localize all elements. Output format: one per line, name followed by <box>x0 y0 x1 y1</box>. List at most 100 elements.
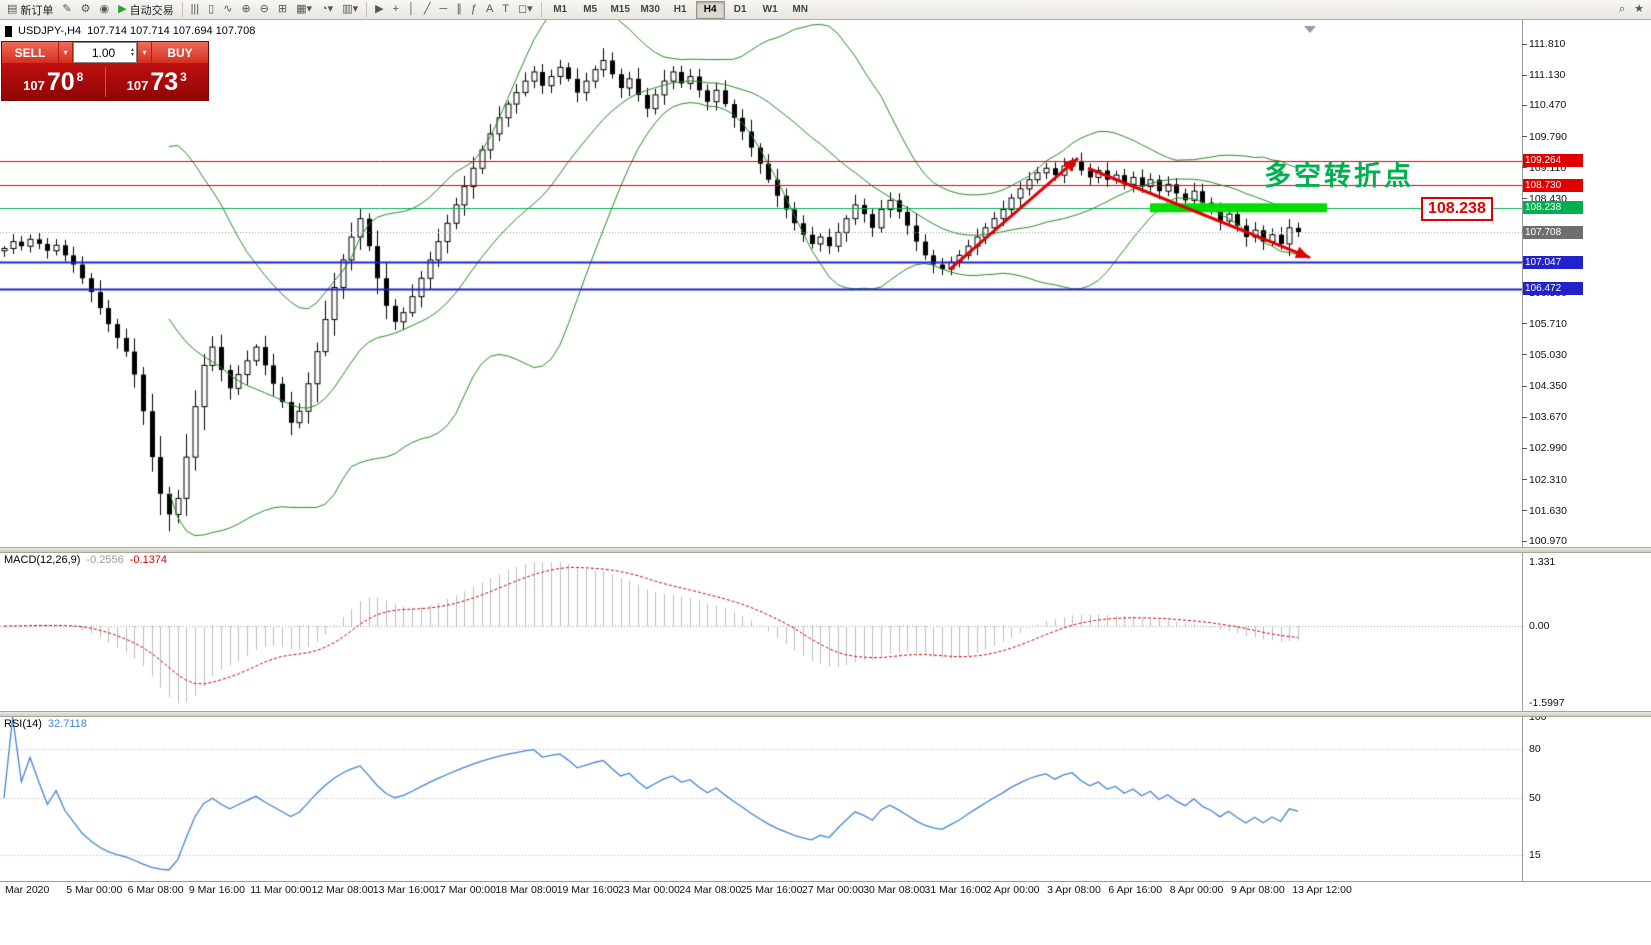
price-scale-label: 109.790 <box>1529 130 1567 143</box>
fibonacci-icon: ƒ <box>470 3 477 15</box>
horizontal-line-icon[interactable]: ─ <box>436 0 452 19</box>
period-dropdown[interactable]: ◔▾ <box>317 0 337 19</box>
trendline-icon[interactable]: ╱ <box>420 0 435 19</box>
rsi-indicator-pane[interactable] <box>0 716 1522 880</box>
rsi-value: 32.7118 <box>47 718 87 730</box>
price-tick <box>1522 104 1527 106</box>
fibonacci-icon[interactable]: ƒ <box>467 0 481 19</box>
sell-price[interactable]: 107 70 8 <box>2 67 105 97</box>
new-order-icon: ▤ <box>7 3 18 15</box>
zoom-out-icon[interactable]: ⊖ <box>256 0 273 19</box>
new-chart-icon: ▦▾ <box>296 3 313 15</box>
timeframe-m15-button[interactable]: M15 <box>610 4 630 15</box>
quote-overlay: USDJPY-,H4 107.714 107.714 107.694 107.7… <box>5 25 255 37</box>
volume-value: 1.00 <box>91 45 116 60</box>
price-scale-label: 111.810 <box>1529 38 1566 50</box>
time-axis-label: 17 Mar 00:00 <box>434 884 496 896</box>
timeframe-h4-button[interactable]: H4 <box>695 0 725 19</box>
macd-pane-label: MACD(12,26,9) -0.2556 -0.1374 <box>4 554 167 566</box>
time-axis-label: 3 Apr 08:00 <box>1047 884 1101 896</box>
price-tick <box>1522 136 1527 138</box>
zoom-in-icon[interactable]: ⊕ <box>237 0 254 19</box>
toolbar-divider <box>181 2 183 17</box>
sell-dropdown[interactable]: ▾ <box>58 42 73 63</box>
price-tick <box>1522 510 1527 512</box>
chevron-down-icon: ▾ <box>63 48 68 57</box>
line-chart-icon[interactable]: ∿ <box>219 0 236 19</box>
template-dropdown[interactable]: ▥▾ <box>338 0 362 19</box>
sell-price-sup: 8 <box>76 69 84 84</box>
buy-price[interactable]: 107 73 3 <box>104 66 209 97</box>
crosshair-icon: + <box>392 3 400 15</box>
price-level-tag-current: 107.708 <box>1523 225 1583 239</box>
one-click-trading-panel: SELL ▾ 1.00 ▴ ▾ ▾ BUY 107 70 8 107 73 3 <box>1 41 209 101</box>
time-axis-label: 6 Mar 08:00 <box>127 884 184 896</box>
price-scale-label: 110.470 <box>1529 99 1567 112</box>
community-icon: ◉ <box>99 3 110 15</box>
time-axis-label: 5 Mar 00:00 <box>66 884 123 896</box>
price-tick <box>1522 323 1527 325</box>
tile-windows-icon[interactable]: ⊞ <box>274 0 291 19</box>
timeframe-d1-button[interactable]: D1 <box>733 4 747 15</box>
rsi-scale-label: 80 <box>1529 743 1541 756</box>
pane-separator[interactable] <box>0 547 1651 553</box>
search-icon[interactable]: ⌕ <box>1615 0 1629 19</box>
pane-separator[interactable] <box>0 711 1651 717</box>
time-axis-label: 18 Mar 08:00 <box>495 884 558 896</box>
price-scale-label: 102.990 <box>1529 442 1567 455</box>
timeframe-w1-button[interactable]: W1 <box>762 4 778 15</box>
text-icon[interactable]: A <box>482 0 497 19</box>
volume-field[interactable]: 1.00 ▴ ▾ <box>73 42 137 63</box>
vertical-line-icon[interactable]: │ <box>404 0 419 19</box>
time-axis-label: Mar 2020 <box>5 884 50 896</box>
price-scale-separator <box>1522 20 1523 881</box>
price-tag-annotation: 108.238 <box>1421 197 1493 221</box>
shapes-dropdown[interactable]: ◻▾ <box>514 0 537 19</box>
sell-button[interactable]: SELL <box>2 42 58 63</box>
buy-dropdown[interactable]: ▾ <box>137 42 152 63</box>
toolbar: ▤ 新订单 ✎ ⚙ ◉ ▶ 自动交易 ||| ▯ ∿ ⊕ ⊖ ⊞ ▦▾ ◔▾ ▥▾ ▶ + │ ╱ ─ ∥ ƒ A T ◻▾ M1 M… <box>0 0 1651 20</box>
buy-button[interactable]: BUY <box>152 42 208 63</box>
price-tick <box>1522 385 1527 387</box>
price-tick <box>1522 43 1527 45</box>
crosshair-icon[interactable]: + <box>389 0 403 19</box>
time-axis-label: 25 Mar 16:00 <box>740 884 803 896</box>
favorites-icon[interactable]: ★ <box>1630 0 1648 19</box>
main-price-chart[interactable] <box>0 20 1522 548</box>
timeframe-mn-button[interactable]: MN <box>792 4 808 15</box>
bar-chart-icon[interactable]: ||| <box>187 0 204 19</box>
price-level-tag-blue: 107.047 <box>1523 255 1583 269</box>
new-order-button[interactable]: ▤ 新订单 <box>3 0 57 19</box>
volume-down-button[interactable]: ▾ <box>130 51 134 58</box>
community-icon[interactable]: ◉ <box>96 0 114 19</box>
options-icon[interactable]: ⚙ <box>77 0 95 19</box>
price-scale-label: 111.130 <box>1529 69 1566 82</box>
macd-scale-label: 1.331 <box>1529 556 1556 568</box>
favorites-icon: ★ <box>1634 3 1644 15</box>
timeframe-m30-button[interactable]: M30 <box>640 4 660 15</box>
time-axis-label: 13 Apr 12:00 <box>1292 884 1352 896</box>
cursor-icon[interactable]: ▶ <box>371 0 387 19</box>
candlestick-chart-icon[interactable]: ▯ <box>204 0 218 19</box>
macd-name: MACD(12,26,9) <box>4 554 81 566</box>
price-scale-label: 102.310 <box>1529 473 1567 486</box>
price-scale-label: 100.970 <box>1529 535 1567 547</box>
price-tick <box>1522 479 1527 481</box>
timeframe-h1-button[interactable]: H1 <box>673 4 687 15</box>
timeframe-m1-button[interactable]: M1 <box>553 4 568 15</box>
new-chart-dropdown[interactable]: ▦▾ <box>292 0 316 19</box>
timeframe-m5-button[interactable]: M5 <box>583 4 598 15</box>
price-tick <box>1522 540 1527 542</box>
volume-up-button[interactable]: ▴ <box>130 46 134 53</box>
macd-indicator-pane[interactable] <box>0 552 1522 712</box>
autotrading-button[interactable]: ▶ 自动交易 <box>114 0 177 19</box>
price-scale-label: 105.030 <box>1529 348 1567 361</box>
rsi-scale-label: 50 <box>1529 792 1541 804</box>
price-scale-label: 104.350 <box>1529 380 1567 393</box>
metaeditor-icon[interactable]: ✎ <box>58 0 75 19</box>
chevron-down-icon: ▾ <box>142 48 147 57</box>
channel-icon[interactable]: ∥ <box>452 0 466 19</box>
label-icon[interactable]: T <box>498 0 513 19</box>
time-axis-label: 11 Mar 00:00 <box>250 884 312 896</box>
symbol-period-label: USDJPY-,H4 <box>18 25 82 37</box>
